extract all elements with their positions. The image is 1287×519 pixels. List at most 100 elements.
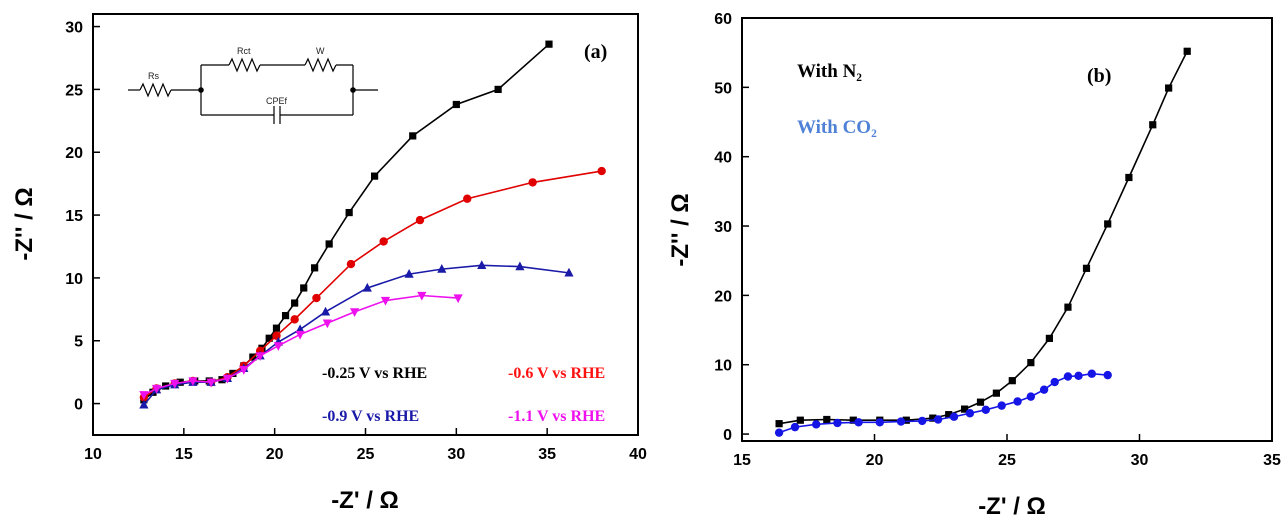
panel-a-y-tick-label: 15 bbox=[65, 208, 83, 225]
panel-a-series-0-point bbox=[370, 172, 379, 180]
panel-a-series-0-point bbox=[325, 240, 333, 248]
panel-b-y-tick-label: 0 bbox=[723, 427, 732, 444]
panel-a-series-0-point bbox=[452, 100, 460, 109]
panel-b-chart: 15 20 25 30 35 0 10 20 30 40 50 60 With N₂ With CO₂… bbox=[667, 11, 1281, 519]
panel-b-y-tick-label: 10 bbox=[714, 358, 732, 375]
panel-b-series-0-point bbox=[775, 420, 783, 428]
panel-a-series-2-point bbox=[295, 324, 305, 334]
panel-a-series-0-point bbox=[291, 299, 299, 307]
panel-b-series-0-line bbox=[778, 50, 1188, 425]
panel-a-x-tick-label: 25 bbox=[357, 446, 375, 463]
panel-a-series-3-point bbox=[273, 342, 283, 351]
panel-b-series-0-point bbox=[1064, 303, 1072, 311]
panel-a-series-1-point bbox=[597, 166, 606, 176]
panel-b-y-tick-label: 50 bbox=[714, 80, 732, 97]
panel-a-y-tick-label: 0 bbox=[74, 397, 83, 414]
series-label-0-25v: -0.25 V vs RHE bbox=[322, 365, 427, 382]
panel-a-series-0-point bbox=[311, 264, 319, 272]
panel-b-series-1-point bbox=[981, 405, 990, 414]
panel-a-series-2-point bbox=[362, 282, 372, 292]
panel-b-series-1-point bbox=[854, 418, 863, 427]
panel-b-axis-ticks: 15 20 25 30 35 0 10 20 30 40 50 60 bbox=[714, 11, 1281, 469]
panel-b-x-axis-label: -Z' / Ω bbox=[978, 493, 1046, 519]
rs-resistor-symbol bbox=[139, 82, 172, 98]
panel-a-series-3-point bbox=[322, 319, 332, 329]
panel-b-y-tick-label: 40 bbox=[714, 150, 732, 167]
panel-b-series-1-point bbox=[1050, 377, 1059, 387]
panel-a-series-0-line bbox=[143, 43, 550, 401]
panel-b-y-tick-label: 30 bbox=[714, 219, 732, 236]
panel-b-series-0-point bbox=[1165, 84, 1173, 92]
panel-b-y-tick-label: 60 bbox=[714, 11, 732, 28]
panel-b-series-1-point bbox=[1103, 370, 1112, 380]
panel-a-series-3-point bbox=[453, 294, 463, 304]
panel-a-y-tick-label: 5 bbox=[74, 334, 83, 351]
panel-b-series-1-point bbox=[875, 418, 884, 427]
panel-b-series-0-point bbox=[902, 416, 910, 424]
panel-a-series-3-point bbox=[170, 379, 180, 389]
panel-a-series-3-point bbox=[350, 308, 360, 317]
panel-b-series-1-point bbox=[774, 428, 784, 437]
panel-a-series-1-point bbox=[528, 178, 537, 187]
panel-a-series-1-point bbox=[272, 331, 281, 340]
panel-a-series-2-point bbox=[437, 264, 447, 273]
panel-a-series-1-point bbox=[379, 237, 388, 246]
panel-a-y-tick-label: 30 bbox=[65, 20, 83, 37]
panel-a-y-tick-label: 10 bbox=[65, 271, 83, 288]
panel-b-series-0-point bbox=[961, 405, 969, 413]
panel-a-series-1-point bbox=[312, 293, 321, 303]
panel-a-series-2-point bbox=[477, 260, 487, 269]
panel-a-series-0-point bbox=[272, 324, 281, 332]
panel-a-series-0-point bbox=[409, 132, 417, 140]
panel-a-series-3-point bbox=[380, 296, 391, 306]
panel-b-series-1-point bbox=[1039, 385, 1049, 394]
panel-a-label: (a) bbox=[584, 41, 607, 63]
panel-b-series-1-point bbox=[1087, 369, 1097, 378]
panel-a-series-1-point bbox=[346, 259, 356, 269]
panel-a-series-2-point bbox=[564, 267, 574, 277]
panel-a-series-3-point bbox=[151, 384, 162, 394]
panel-a-x-tick-label: 15 bbox=[175, 446, 193, 463]
panel-a-series-3-point bbox=[139, 391, 149, 400]
panel-a-series-0-point bbox=[545, 40, 553, 48]
panel-b-series-0-point bbox=[976, 398, 985, 406]
panel-a-y-axis-label: -Z'' / Ω bbox=[11, 187, 38, 260]
panel-b-y-axis-label: -Z'' / Ω bbox=[667, 193, 694, 266]
panel-a-series-2-point bbox=[515, 261, 525, 271]
panel-a-series-3-point bbox=[255, 352, 265, 361]
panel-b-series-1-point bbox=[833, 418, 842, 428]
panel-b-series-0-point bbox=[992, 389, 1000, 397]
panel-a-series-0-point bbox=[265, 334, 273, 342]
panel-a-series-0-point bbox=[281, 312, 290, 320]
panel-a-series-3-point bbox=[239, 366, 249, 375]
rct-label: Rct bbox=[237, 46, 251, 56]
circuit-node bbox=[350, 87, 356, 93]
rs-label: Rs bbox=[148, 71, 159, 81]
panel-a-chart: 10 15 20 25 30 35 40 0 5 10 15 20 25 30 Rs Rct W CPEf bbox=[11, 13, 647, 514]
panel-b-series-1-point bbox=[812, 420, 821, 429]
panel-b-x-tick-label: 15 bbox=[733, 452, 751, 469]
panel-b-series-0-point bbox=[796, 416, 804, 424]
panel-a-series-1-line bbox=[143, 170, 602, 398]
panel-a-series-0-point bbox=[494, 85, 502, 94]
rct-resistor-symbol bbox=[228, 57, 261, 73]
panel-b-series-0-point bbox=[1149, 121, 1157, 129]
panel-b-y-tick-label: 20 bbox=[714, 288, 732, 305]
panel-b-series-0-point bbox=[1082, 264, 1091, 272]
panel-b-series-1-point bbox=[949, 412, 959, 421]
panel-b-x-tick-label: 25 bbox=[998, 452, 1016, 469]
panel-a-axis-ticks: 10 15 20 25 30 35 40 0 5 10 15 20 25 30 bbox=[65, 20, 647, 463]
panel-a-series-3-point bbox=[188, 377, 198, 387]
panel-a-series-3-point bbox=[295, 330, 305, 340]
panel-b-series-0-point bbox=[1183, 47, 1191, 55]
panel-a-y-tick-label: 20 bbox=[65, 145, 83, 162]
panel-b-series-1-point bbox=[896, 417, 906, 426]
panel-b-series-1-point bbox=[1026, 392, 1036, 401]
panel-b-series-1-point bbox=[1013, 397, 1022, 406]
panel-a-series-1-point bbox=[290, 315, 299, 324]
panel-b-series-1-point bbox=[1063, 372, 1073, 381]
panel-b-series-0-point bbox=[1027, 359, 1035, 367]
panel-b-series-0-point bbox=[1125, 173, 1133, 182]
panel-b-x-tick-label: 35 bbox=[1263, 452, 1281, 469]
